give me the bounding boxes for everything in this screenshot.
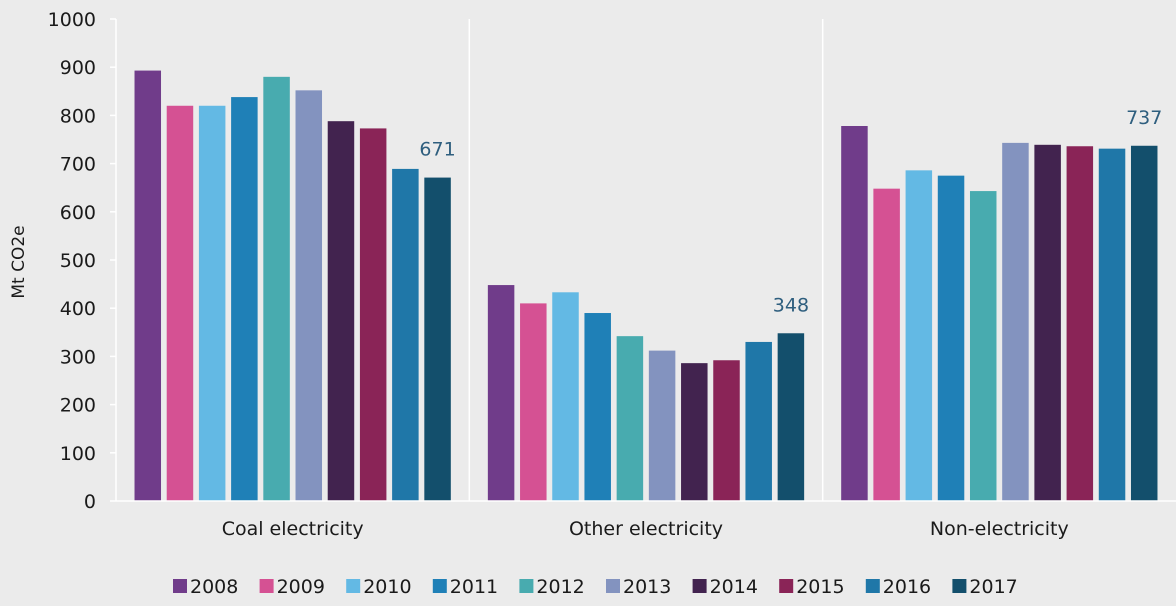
legend-swatch (606, 579, 620, 593)
bar (648, 350, 676, 501)
bar (424, 177, 451, 501)
legend-label: 2017 (969, 576, 1017, 598)
bar (1098, 148, 1126, 501)
bar (487, 285, 515, 501)
bar (873, 188, 900, 501)
bar (1066, 146, 1094, 502)
bar (327, 121, 355, 502)
bar (1034, 144, 1061, 501)
x-category-label: Non-electricity (930, 518, 1069, 540)
legend-label: 2011 (450, 576, 498, 598)
y-tick-label: 1000 (48, 9, 96, 31)
y-tick-label: 0 (84, 491, 96, 513)
y-tick-label: 300 (60, 346, 96, 368)
bar (841, 126, 868, 501)
legend-swatch (346, 579, 361, 593)
bar (745, 341, 772, 501)
y-tick-label: 400 (60, 298, 96, 320)
x-category-label: Coal electricity (222, 518, 364, 540)
legend-swatch (865, 579, 880, 593)
y-tick-label: 600 (60, 202, 96, 224)
legend-swatch (173, 579, 187, 593)
bar (166, 105, 194, 501)
bar (231, 97, 258, 502)
legend-swatch (432, 579, 447, 593)
legend-label: 2014 (710, 576, 758, 598)
legend-swatch (952, 579, 967, 593)
bar (134, 70, 162, 501)
data-label: 671 (419, 139, 455, 161)
bar (520, 303, 547, 501)
bar (392, 168, 419, 502)
legend-swatch (692, 579, 707, 593)
y-tick-label: 500 (60, 250, 96, 272)
legend-swatch (779, 579, 794, 593)
bar (681, 363, 708, 501)
legend-label: 2012 (536, 576, 584, 598)
y-tick-label: 700 (60, 154, 96, 176)
bar (713, 360, 740, 501)
data-label: 737 (1126, 107, 1162, 129)
x-category-label: Other electricity (569, 518, 723, 540)
legend-label: 2015 (796, 576, 844, 598)
bar (969, 191, 997, 501)
bar (552, 292, 579, 501)
plot-area: 0 100 200 300 400 500 600 700 800 900 1000 Coal ele… (48, 9, 1176, 540)
y-tick-label: 100 (60, 443, 96, 465)
y-tick-label: 800 (60, 105, 96, 127)
legend-label: 2016 (883, 576, 931, 598)
bar (905, 170, 933, 501)
legend: 2008 2009 2010 2011 2012 2013 2014 2015 2016 2017 (173, 576, 1018, 598)
legend-swatch (519, 579, 534, 593)
bar (1130, 145, 1158, 502)
y-axis-label: Mt CO2e (9, 225, 29, 298)
data-label: 348 (773, 294, 809, 316)
bar (198, 105, 226, 501)
y-tick-label: 900 (60, 57, 96, 79)
bar (584, 313, 611, 501)
bar (937, 175, 965, 501)
legend-label: 2010 (363, 576, 411, 598)
y-tick-label: 200 (60, 395, 96, 417)
legend-label: 2013 (623, 576, 671, 598)
legend-label: 2008 (190, 576, 238, 598)
legend-swatch (259, 579, 274, 593)
bar (1002, 142, 1029, 501)
bar (777, 333, 805, 501)
bar (359, 128, 387, 501)
bar (295, 90, 323, 501)
bar (263, 76, 290, 501)
bar (616, 336, 644, 501)
legend-label: 2009 (277, 576, 325, 598)
